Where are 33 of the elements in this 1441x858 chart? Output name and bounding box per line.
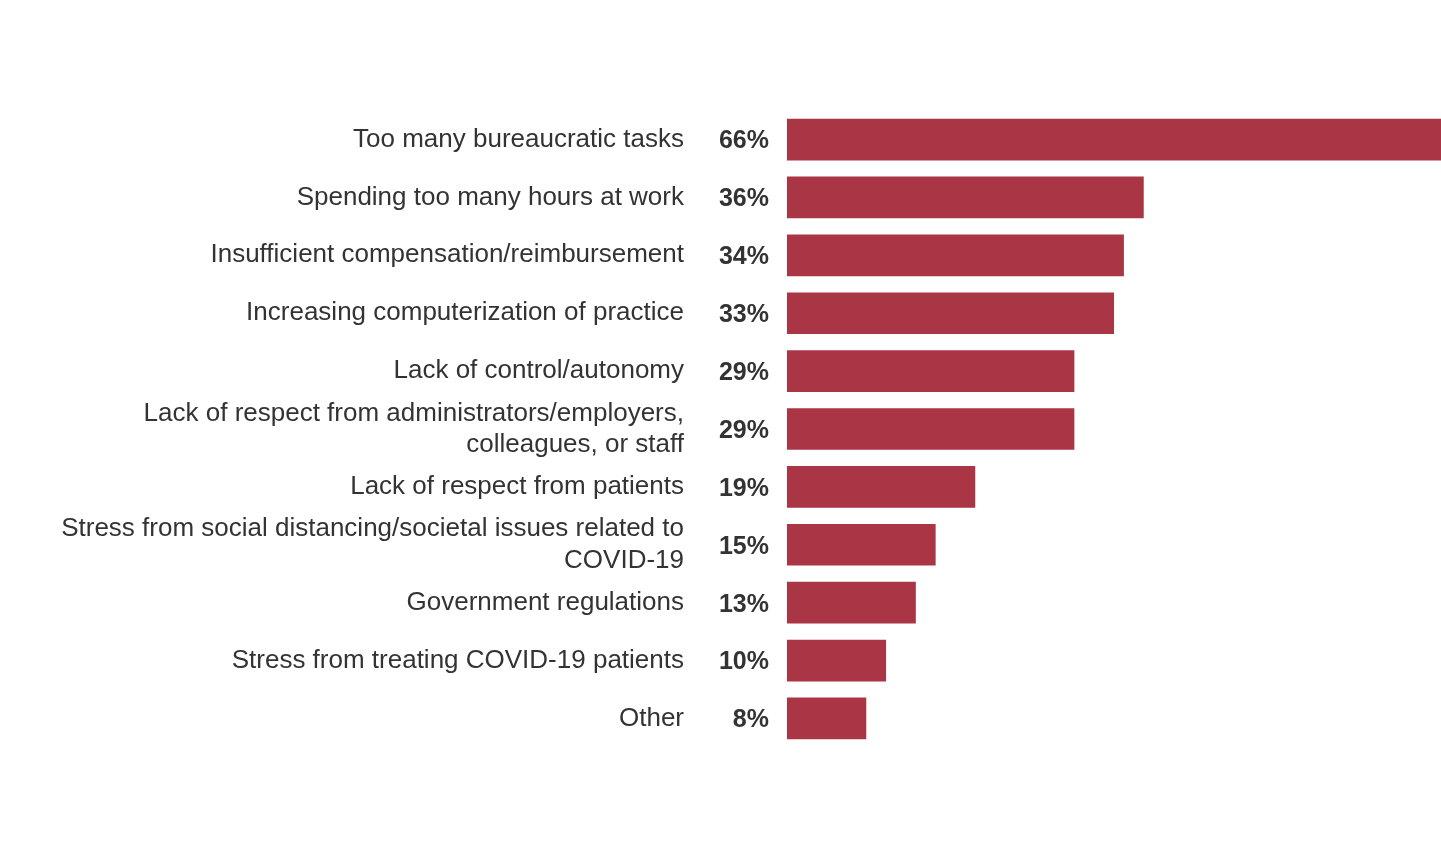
y-tick-label: Increasing computerization of practice <box>246 296 684 327</box>
y-tick-label: Government regulations <box>406 585 684 616</box>
bar <box>787 118 1441 161</box>
data-label: 19% <box>718 472 769 501</box>
y-tick-label: Insufficient compensation/reimbursement <box>210 238 685 269</box>
bar <box>787 697 867 740</box>
data-label: 15% <box>718 530 769 559</box>
bar <box>787 581 916 624</box>
y-tick-label: Too many bureaucratic tasks <box>353 122 684 153</box>
data-label: 36% <box>718 183 769 212</box>
y-tick-label: Lack of respect from administrators/employers, colleagues, or staff <box>143 396 685 458</box>
y-tick-label: Stress from social distancing/societal issues related to COVID-19 <box>61 512 684 574</box>
y-tick-label: Stress from treating COVID-19 patients <box>231 643 684 674</box>
data-label: 29% <box>718 357 769 385</box>
data-label: 29% <box>718 414 769 443</box>
data-label: 66% <box>718 125 769 154</box>
bar <box>787 292 1114 335</box>
bar <box>787 350 1075 392</box>
bar <box>787 176 1144 219</box>
data-label: 34% <box>718 241 769 270</box>
bar <box>787 234 1124 277</box>
data-label: 8% <box>732 704 769 733</box>
bar <box>787 466 976 508</box>
y-tick-label: Other <box>618 701 685 732</box>
bar <box>787 408 1075 450</box>
bar <box>787 639 887 682</box>
y-tick-label: Lack of respect from patients <box>350 470 684 501</box>
bar <box>787 523 936 566</box>
data-label: 13% <box>718 588 769 617</box>
data-label: 33% <box>718 299 769 328</box>
y-tick-label: Lack of control/autonomy <box>393 354 684 385</box>
y-tick-label: Spending too many hours at work <box>296 180 685 211</box>
data-label: 10% <box>718 646 769 675</box>
